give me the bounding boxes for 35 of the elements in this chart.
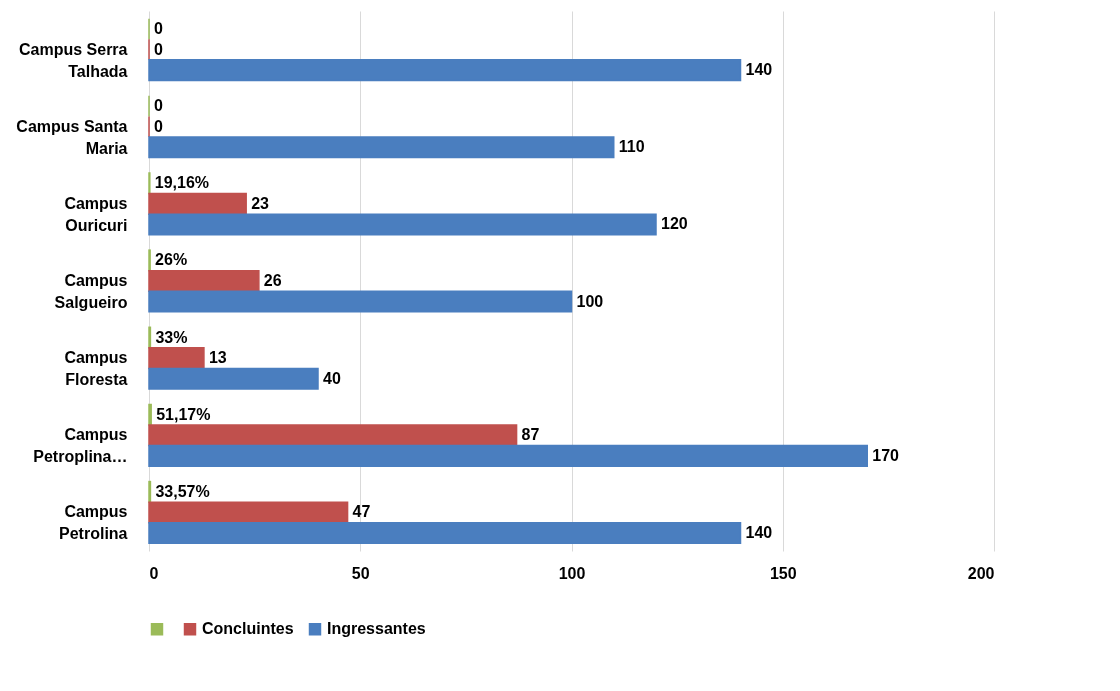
data-label: 0 [154, 97, 163, 115]
legend-label: Concluintes [202, 620, 294, 638]
data-label: 19,16% [154, 174, 210, 192]
data-label: 0 [154, 40, 163, 58]
x-tick-label: 50 [351, 564, 370, 582]
data-label: 140 [745, 524, 773, 541]
data-label: 33,57% [155, 482, 210, 500]
data-label: 170 [872, 446, 900, 464]
y-tick-label: Campus Serra Talhada [19, 40, 128, 80]
data-label: 87 [521, 426, 540, 444]
y-tick-label: Campus Santa Maria [16, 117, 128, 157]
data-label: 33% [155, 328, 188, 346]
data-label: 47 [352, 503, 371, 521]
data-label: 23 [251, 194, 270, 212]
y-tick-label: Campus Ouricuri [64, 194, 128, 234]
data-label: 26 [263, 272, 282, 289]
data-label: 140 [745, 61, 773, 79]
x-tick-label: 0 [149, 564, 159, 582]
y-tick-label: Campus Floresta [64, 349, 128, 389]
data-label: 51,17% [156, 405, 211, 423]
x-tick-label: 100 [558, 564, 586, 582]
data-label: 120 [661, 215, 688, 233]
x-tick-label: 200 [967, 564, 995, 582]
y-tick-label: Campus Petrolina [59, 503, 128, 543]
y-tick-label: Campus Petroplina… [33, 426, 128, 466]
data-label: 110 [618, 138, 645, 156]
data-label: 0 [154, 20, 163, 37]
data-label: 13 [208, 349, 227, 367]
data-label: 26% [155, 251, 188, 269]
data-label: 40 [323, 369, 341, 387]
y-tick-label: Campus Salgueiro [54, 272, 128, 311]
data-label: 100 [576, 292, 604, 310]
legend-label: Ingressantes [327, 620, 426, 638]
data-label: 0 [154, 117, 163, 135]
x-tick-label: 150 [769, 564, 797, 582]
